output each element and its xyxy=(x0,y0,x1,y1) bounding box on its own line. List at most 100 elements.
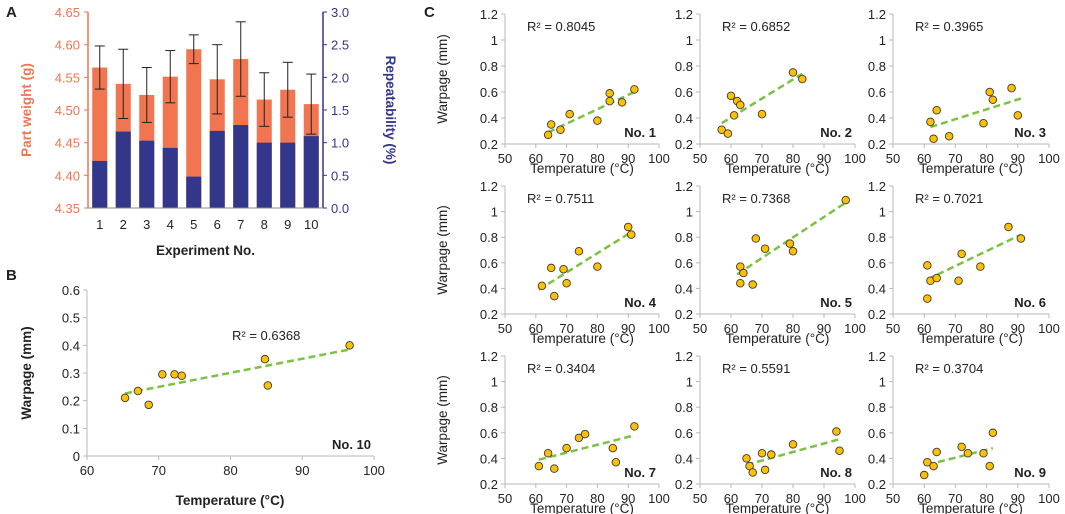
data-point xyxy=(926,117,935,127)
y-tick-label: 1 xyxy=(686,33,693,48)
panel-c-x-axis-label: Temperature (°C) xyxy=(919,331,1023,346)
subplot-number-label: No. 9 xyxy=(1014,465,1046,480)
panel-c-x-axis-label: Temperature (°C) xyxy=(726,331,830,346)
data-point xyxy=(534,461,544,471)
y-tick-label: 0.2 xyxy=(675,137,693,152)
panel-c-y-axis-label: Warpage (mm) xyxy=(435,34,450,124)
x-tick-label: 60 xyxy=(529,151,543,166)
data-point xyxy=(932,447,941,457)
x-tick-label: 70 xyxy=(559,151,573,166)
panel-label-a: A xyxy=(6,4,17,21)
y-tick-label: 0.2 xyxy=(675,307,693,322)
data-point xyxy=(611,457,621,467)
data-point xyxy=(788,440,798,449)
data-point xyxy=(546,120,556,129)
data-point xyxy=(158,370,167,379)
x-tick-label: 100 xyxy=(1038,151,1060,166)
data-point xyxy=(345,341,354,350)
r-squared-label: R² = 0.7511 xyxy=(527,191,594,206)
x-tick-label: 50 xyxy=(498,151,512,166)
x-tick-label: 50 xyxy=(693,321,707,336)
data-point xyxy=(923,457,932,467)
x-tick-label: 3 xyxy=(143,217,150,232)
panel-c-subplot: 0.2 0.4 0.6 0.8 1 1.2 50 60 70 80 90 100 R² = 0.8045… xyxy=(480,7,670,166)
y-tick-label: 0.2 xyxy=(675,477,693,492)
data-point xyxy=(979,449,988,458)
data-point xyxy=(617,98,627,107)
y-tick-label: 0.4 xyxy=(675,451,693,466)
r-squared-label: R² = 0.3404 xyxy=(527,361,595,376)
x-tick-label: 80 xyxy=(979,321,993,336)
panel-b-x-axis-label: Temperature (°C) xyxy=(176,493,285,508)
data-point xyxy=(988,95,998,105)
y-tick-label: 0.8 xyxy=(480,230,498,245)
data-point xyxy=(1004,222,1013,232)
part-weight-bar xyxy=(186,49,202,208)
x-tick-label: 10 xyxy=(304,217,318,232)
data-point xyxy=(550,464,559,473)
y-tick-label: 1 xyxy=(879,205,886,220)
data-point xyxy=(923,261,932,270)
right-y-tick-label: 3.0 xyxy=(331,5,349,20)
x-tick-label: 100 xyxy=(648,151,670,166)
panel-label-c: C xyxy=(424,4,435,21)
panel-c-subplot: 0.2 0.4 0.6 0.8 1 1.2 50 60 70 80 90 100 R² = 0.7511… xyxy=(480,179,670,336)
data-point xyxy=(623,222,633,232)
left-y-tick-label: 4.45 xyxy=(55,136,80,151)
x-tick-label: 90 xyxy=(621,151,635,166)
x-tick-label: 50 xyxy=(498,491,512,506)
right-y-tick-label: 1.0 xyxy=(331,136,349,151)
x-tick-label: 90 xyxy=(621,491,635,506)
y-tick-label: 1 xyxy=(491,205,498,220)
y-tick-label: 0.3 xyxy=(62,366,80,381)
data-point xyxy=(788,68,798,77)
data-point xyxy=(562,443,571,453)
x-tick-label: 100 xyxy=(844,151,866,166)
y-tick-label: 0.6 xyxy=(675,85,693,100)
x-tick-label: 70 xyxy=(948,491,962,506)
x-tick-label: 100 xyxy=(844,491,866,506)
x-tick-label: 50 xyxy=(886,491,900,506)
x-tick-label: 80 xyxy=(223,463,237,478)
panel-a-chart: 4.35 4.40 4.45 4.50 4.55 4.60 4.65 0.0 0.5 1.0 1.5… xyxy=(19,5,398,258)
x-tick-label: 100 xyxy=(363,463,385,478)
panel-c-subplot: 0.2 0.4 0.6 0.8 1 1.2 50 60 70 80 90 100 R² = 0.7368… xyxy=(675,179,866,336)
trend-line xyxy=(538,231,632,291)
x-tick-label: 90 xyxy=(817,491,831,506)
data-point xyxy=(954,276,963,285)
data-point xyxy=(751,234,761,243)
y-tick-label: 1 xyxy=(491,33,498,48)
data-point xyxy=(923,294,932,303)
x-tick-label: 8 xyxy=(261,217,268,232)
y-tick-label: 1 xyxy=(686,205,693,220)
x-tick-label: 4 xyxy=(167,217,174,232)
x-tick-label: 50 xyxy=(886,151,900,166)
data-point xyxy=(957,249,966,259)
y-tick-label: 1.2 xyxy=(480,179,498,194)
x-tick-label: 60 xyxy=(724,151,738,166)
data-point xyxy=(757,449,767,458)
y-tick-label: 0.8 xyxy=(868,59,886,74)
y-tick-label: 0.8 xyxy=(480,59,498,74)
panel-c-subplot: 0.2 0.4 0.6 0.8 1 1.2 50 60 70 80 90 100 R² = 0.3704… xyxy=(868,349,1060,506)
panel-c-y-axis-label: Warpage (mm) xyxy=(435,375,450,465)
x-tick-label: 9 xyxy=(284,217,291,232)
x-tick-label: 90 xyxy=(1011,321,1025,336)
data-point xyxy=(919,470,929,480)
subplot-number-label: No. 2 xyxy=(820,125,852,140)
y-tick-label: 0.4 xyxy=(62,338,80,353)
data-point xyxy=(580,429,590,439)
subplot-number-label: No. 10 xyxy=(332,437,371,452)
r-squared-label: R² = 0.6368 xyxy=(232,328,300,343)
subplot-number-label: No. 8 xyxy=(820,465,852,480)
y-tick-label: 0.2 xyxy=(868,137,886,152)
panel-c-x-axis-label: Temperature (°C) xyxy=(726,501,830,514)
data-point xyxy=(832,427,841,436)
x-tick-label: 90 xyxy=(817,151,831,166)
y-tick-label: 0.2 xyxy=(480,307,498,322)
y-tick-label: 1.2 xyxy=(868,349,886,364)
data-point xyxy=(988,428,998,438)
data-point xyxy=(260,354,270,364)
r-squared-label: R² = 0.5591 xyxy=(722,361,790,376)
data-point xyxy=(985,461,994,471)
